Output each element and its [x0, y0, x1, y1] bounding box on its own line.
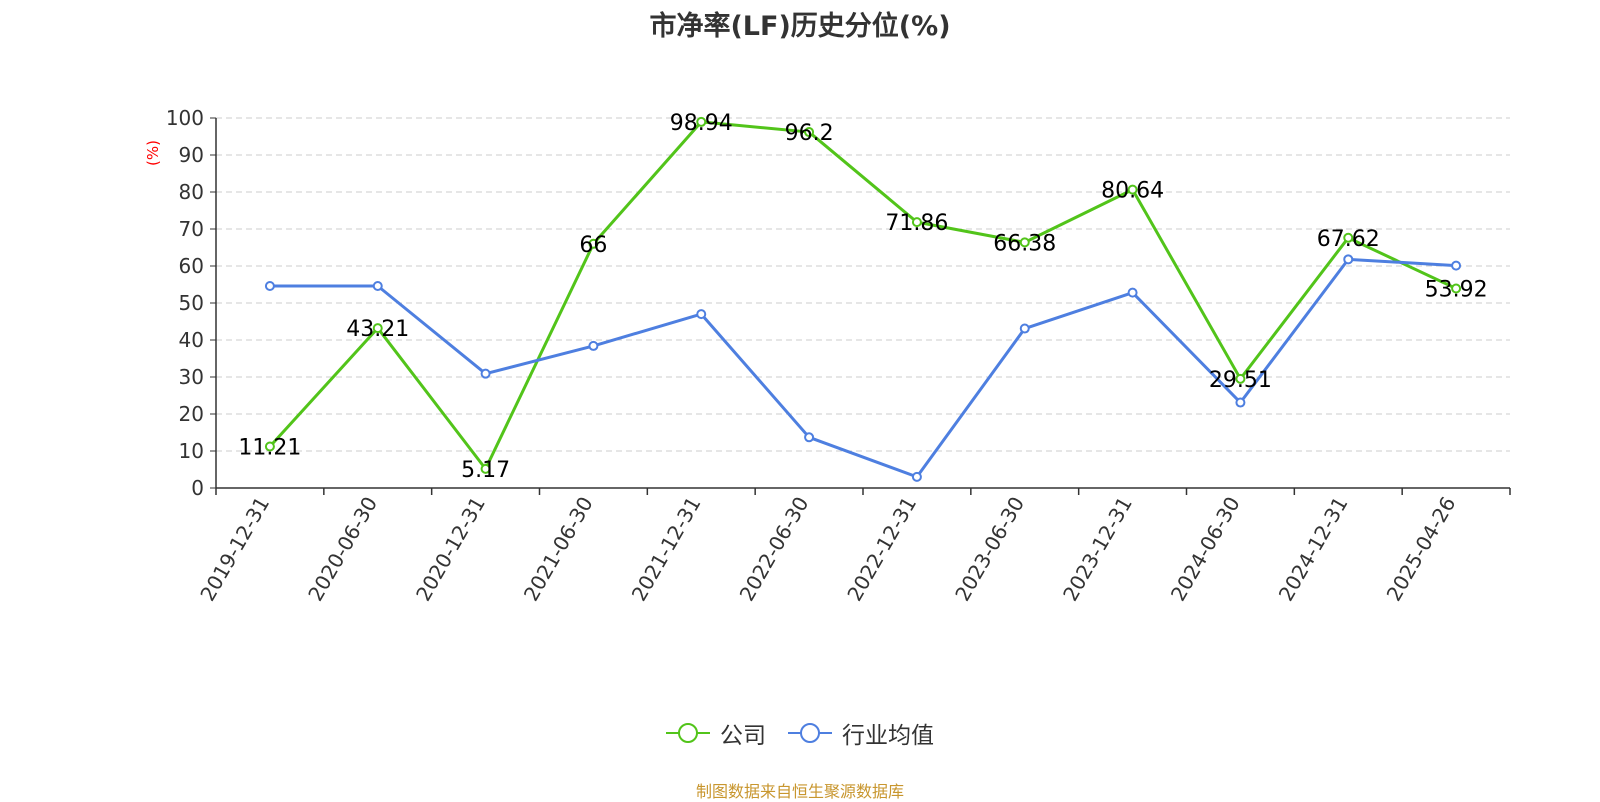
- x-tick-label: 2020-12-31: [411, 493, 490, 606]
- series-line-industry: [269, 257, 1457, 479]
- x-tick-label: 2024-12-31: [1274, 493, 1353, 606]
- data-point-industry: [372, 280, 383, 291]
- data-label: 29.51: [1209, 368, 1272, 393]
- y-tick-label: 0: [191, 476, 204, 500]
- x-tick-label: 2022-12-31: [842, 493, 921, 606]
- x-tick-label: 2020-06-30: [303, 493, 382, 606]
- legend-marker-company: [666, 723, 710, 743]
- data-point-industry: [264, 280, 275, 291]
- legend-item-company[interactable]: 公司: [666, 716, 766, 750]
- y-tick-label: 50: [179, 291, 204, 315]
- series-line-company: [268, 120, 1457, 471]
- y-tick-label: 40: [179, 328, 204, 352]
- data-point-company: [696, 116, 707, 127]
- data-point-company: [1127, 184, 1138, 195]
- legend-label-company: 公司: [720, 723, 766, 749]
- y-tick-label: 70: [179, 217, 204, 241]
- data-label: 98.94: [670, 111, 733, 136]
- y-axis-label: (%): [144, 140, 162, 166]
- data-point-company: [911, 217, 922, 228]
- data-point-company: [804, 127, 815, 138]
- grid-lines: [216, 117, 1510, 452]
- x-tick-label: 2023-12-31: [1058, 493, 1137, 606]
- legend-label-industry: 行业均值: [842, 723, 934, 749]
- data-point-company: [588, 238, 599, 249]
- series: [264, 116, 1462, 482]
- data-point-industry: [1451, 260, 1462, 271]
- data-point-industry: [1343, 254, 1354, 265]
- data-point-company: [1019, 237, 1030, 248]
- data-label: 11.21: [238, 436, 301, 461]
- data-point-industry: [804, 432, 815, 443]
- legend-marker-industry: [788, 723, 832, 743]
- data-point-industry: [1127, 287, 1138, 298]
- x-tick-label: 2024-06-30: [1166, 493, 1245, 606]
- y-tick-label: 80: [179, 180, 204, 204]
- data-label: 67.62: [1317, 227, 1380, 252]
- y-tick-label: 60: [179, 254, 204, 278]
- x-tick-label: 2022-06-30: [735, 493, 814, 606]
- data-label: 5.17: [461, 458, 510, 483]
- data-point-company: [264, 441, 275, 452]
- data-point-company: [1343, 232, 1354, 243]
- x-tick-label: 2021-12-31: [627, 493, 706, 606]
- x-tick-label: 2023-06-30: [950, 493, 1029, 606]
- data-label: 80.64: [1101, 179, 1164, 204]
- data-label: 53.92: [1425, 277, 1488, 302]
- y-tick-label: 100: [166, 106, 204, 130]
- axes: 0 10 20 30 40 50 60 70 80 90 100 2019-12-31 2020-06-…: [166, 106, 1511, 606]
- data-labels: 11.21 43.21 5.17 66 98.94 96.2 71.86 66.38 80.64…: [238, 111, 1487, 483]
- data-point-industry: [911, 471, 922, 482]
- x-tick-label: 2021-06-30: [519, 493, 598, 606]
- data-label: 66.38: [993, 231, 1056, 256]
- data-point-industry: [480, 368, 491, 379]
- data-point-industry: [1235, 397, 1246, 408]
- data-point-industry: [1019, 323, 1030, 334]
- y-tick-label: 90: [179, 143, 204, 167]
- y-tick-label: 10: [179, 439, 204, 463]
- data-label: 96.2: [785, 121, 834, 146]
- legend-item-industry[interactable]: 行业均值: [788, 716, 934, 750]
- y-tick-label: 30: [179, 365, 204, 389]
- x-tick-label: 2019-12-31: [195, 493, 274, 606]
- data-point-company: [372, 323, 383, 334]
- data-label: 71.86: [885, 211, 948, 236]
- data-point-company: [480, 463, 491, 474]
- data-point-industry: [588, 340, 599, 351]
- chart-title: 市净率(LF)历史分位(%): [649, 11, 951, 42]
- data-point-company: [1451, 283, 1462, 294]
- data-point-industry: [696, 309, 707, 320]
- x-tick-label: 2025-04-26: [1382, 493, 1461, 606]
- data-label: 43.21: [346, 317, 409, 342]
- data-point-company: [1235, 373, 1246, 384]
- y-tick-label: 20: [179, 402, 204, 426]
- legend: 公司 行业均值: [0, 716, 1600, 750]
- source-note: 制图数据来自恒生聚源数据库: [695, 782, 904, 801]
- data-label: 66: [579, 233, 607, 258]
